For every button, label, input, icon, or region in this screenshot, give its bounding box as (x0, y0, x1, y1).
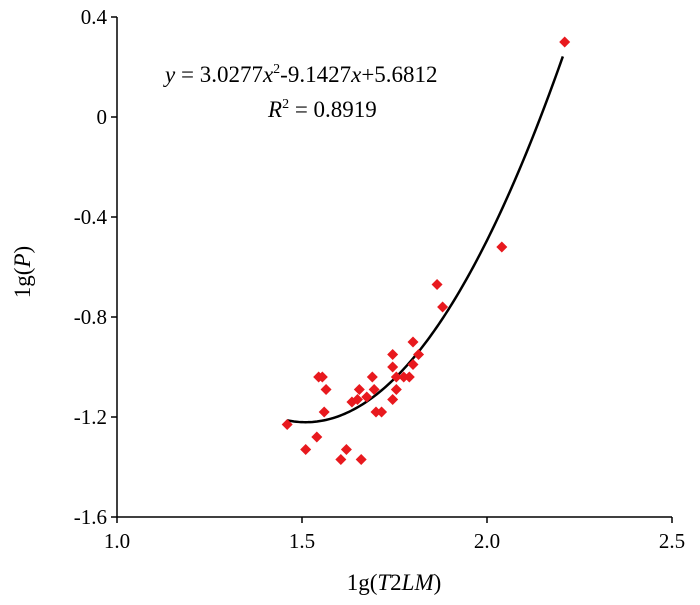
data-point (431, 279, 443, 290)
r-squared-annotation: R2 = 0.8919 (267, 97, 377, 122)
plot-frame (116, 17, 672, 518)
data-point (387, 394, 399, 405)
data-point (376, 406, 388, 418)
x-axis-title: 1g(T2LM) (347, 570, 442, 595)
data-point (559, 36, 571, 48)
data-point (370, 406, 382, 418)
data-point (403, 371, 415, 383)
data-point (318, 406, 330, 418)
data-point (437, 301, 449, 313)
x-tick-label: 2.5 (659, 529, 685, 553)
equation-annotation: y = 3.0277x2-9.1427x+5.6812 (163, 62, 438, 87)
data-point (368, 384, 380, 395)
data-point (352, 394, 363, 405)
data-points (281, 36, 571, 465)
data-point (281, 419, 293, 430)
data-point (390, 371, 402, 383)
data-point (311, 431, 323, 443)
data-point (300, 444, 312, 455)
data-point (353, 384, 365, 395)
y-tick-label: -1.2 (74, 405, 107, 429)
y-tick-label: -0.4 (74, 205, 108, 229)
data-point (335, 454, 347, 465)
trendline (286, 56, 565, 424)
data-point (387, 349, 399, 360)
y-tick-label: -1.6 (74, 505, 107, 529)
data-point (340, 444, 352, 455)
data-point (361, 391, 373, 403)
y-axis-title: 1g(P) (10, 246, 35, 298)
x-tick-label: 1.5 (289, 529, 315, 553)
data-point (366, 371, 378, 383)
x-tick-label: 1.0 (104, 529, 130, 553)
data-point (398, 371, 410, 383)
y-tick-label: -0.8 (74, 305, 107, 329)
data-point (355, 454, 367, 465)
data-point (387, 361, 399, 373)
x-tick-label: 2.0 (474, 529, 500, 553)
data-point (316, 371, 328, 383)
y-tick-label: 0 (97, 105, 108, 129)
data-point (413, 349, 425, 360)
y-ticks: 0.4 0 -0.4 -0.8 -1.2 -1.6 (74, 5, 117, 529)
x-ticks: 1.0 1.5 2.0 2.5 (104, 517, 685, 553)
data-point (496, 241, 508, 253)
data-point (390, 384, 402, 395)
data-point (320, 384, 332, 395)
y-tick-label: 0.4 (81, 5, 108, 29)
data-point (407, 336, 419, 348)
data-point (407, 359, 419, 370)
